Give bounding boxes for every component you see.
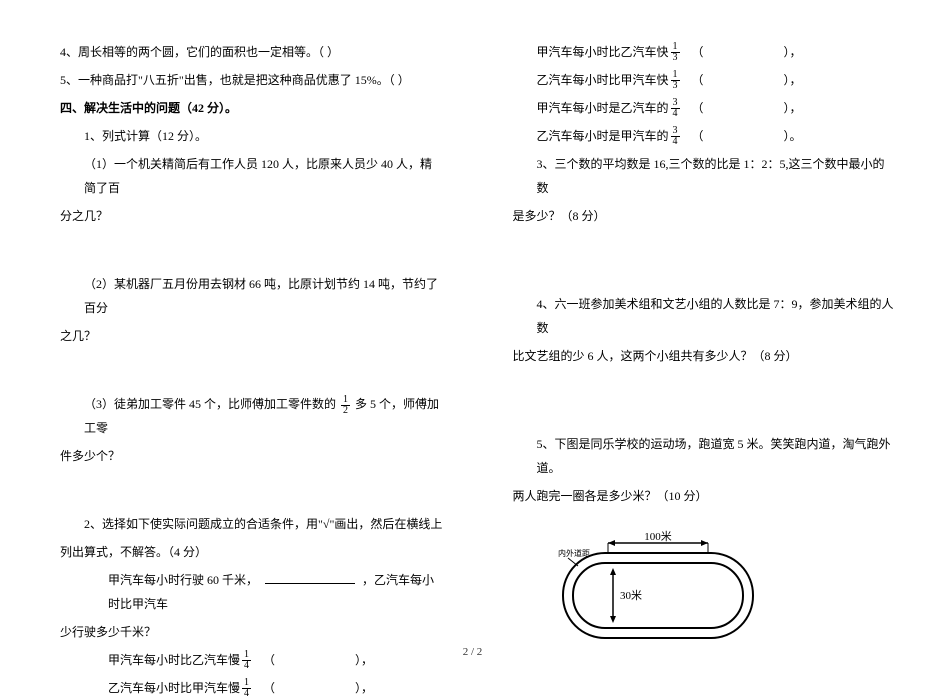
q1-3-line2: 件多少个？ xyxy=(60,444,443,468)
blank-line xyxy=(265,583,355,584)
q2-line2: 列出算式，不解答。（4 分） xyxy=(60,540,443,564)
q1-2-line1: （2）某机器厂五月份用去钢材 66 吨，比原计划节约 14 吨，节约了百分 xyxy=(60,272,443,320)
q4-line2: 比文艺组的少 6 人，这两个小组共有多少人？（8 分） xyxy=(513,344,896,368)
q1-title: 1、列式计算（12 分）。 xyxy=(60,124,443,148)
q3-line2: 是多少？（8 分） xyxy=(513,204,896,228)
option-5: 甲汽车每小时是乙汽车的 3 4 （）， xyxy=(513,96,896,120)
q2-line3: 甲汽车每小时行驶 60 千米， ，乙汽车每小时比甲汽车 xyxy=(60,568,443,616)
fraction-1-3-b: 1 3 xyxy=(671,70,680,91)
q3-line1: 3、三个数的平均数是 16,三个数的比是 1：2：5,这三个数中最小的数 xyxy=(513,152,896,200)
option-4: 乙汽车每小时比甲汽车快 1 3 （）， xyxy=(513,68,896,92)
fraction-1-2: 1 2 xyxy=(341,395,350,416)
width-label: 30米 xyxy=(620,589,642,602)
right-column: 甲汽车每小时比乙汽车快 1 3 （）， 乙汽车每小时比甲汽车快 1 3 （）， … xyxy=(473,40,945,648)
option-2: 乙汽车每小时比甲汽车慢 1 4 （）， xyxy=(60,676,443,700)
option-3: 甲汽车每小时比乙汽车快 1 3 （）， xyxy=(513,40,896,64)
fraction-3-4: 3 4 xyxy=(671,98,680,119)
section-title: 四、解决生活中的问题（42 分）。 xyxy=(60,96,443,120)
q1-2-line2: 之几？ xyxy=(60,324,443,348)
fraction-1-4-b: 1 4 xyxy=(242,678,251,699)
left-column: 4、周长相等的两个圆，它们的面积也一定相等。（ ） 5、一种商品打"八五折"出售… xyxy=(0,40,473,648)
small-label: 内外道距 xyxy=(558,548,590,558)
q1-1-line1: （1）一个机关精简后有工作人员 120 人，比原来人员少 40 人，精简了百 xyxy=(60,152,443,200)
q5-line2: 两人跑完一圈各是多少米？（10 分） xyxy=(513,484,896,508)
q2-text-c1: 甲汽车每小时行驶 60 千米， xyxy=(108,573,258,587)
track-diagram: 100米 内外道距 30米 xyxy=(553,528,896,652)
q4-line1: 4、六一班参加美术组和文艺小组的人数比是 7：9，参加美术组的人数 xyxy=(513,292,896,340)
q2-line1: 2、选择如下使实际问题成立的合适条件，用"√"画出，然后在横线上 xyxy=(60,512,443,536)
question-5: 5、一种商品打"八五折"出售，也就是把这种商品优惠了 15%。（ ） xyxy=(60,68,443,92)
q1-3-text-a: （3）徒弟加工零件 45 个，比师傅加工零件数的 xyxy=(84,397,336,411)
fraction-1-3: 1 3 xyxy=(671,42,680,63)
option-6: 乙汽车每小时是甲汽车的 3 4 （）。 xyxy=(513,124,896,148)
question-4: 4、周长相等的两个圆，它们的面积也一定相等。（ ） xyxy=(60,40,443,64)
q5-line1: 5、下图是同乐学校的运动场，跑道宽 5 米。笑笑跑内道，淘气跑外道。 xyxy=(513,432,896,480)
fraction-3-4-b: 3 4 xyxy=(671,126,680,147)
page-footer: 2 / 2 xyxy=(0,646,945,658)
q1-1-line2: 分之几？ xyxy=(60,204,443,228)
track-svg: 100米 内外道距 30米 xyxy=(553,528,783,648)
q2-line4: 少行驶多少千米？ xyxy=(60,620,443,644)
length-label: 100米 xyxy=(644,530,672,543)
q1-3-line1: （3）徒弟加工零件 45 个，比师傅加工零件数的 1 2 多 5 个，师傅加工零 xyxy=(60,392,443,440)
